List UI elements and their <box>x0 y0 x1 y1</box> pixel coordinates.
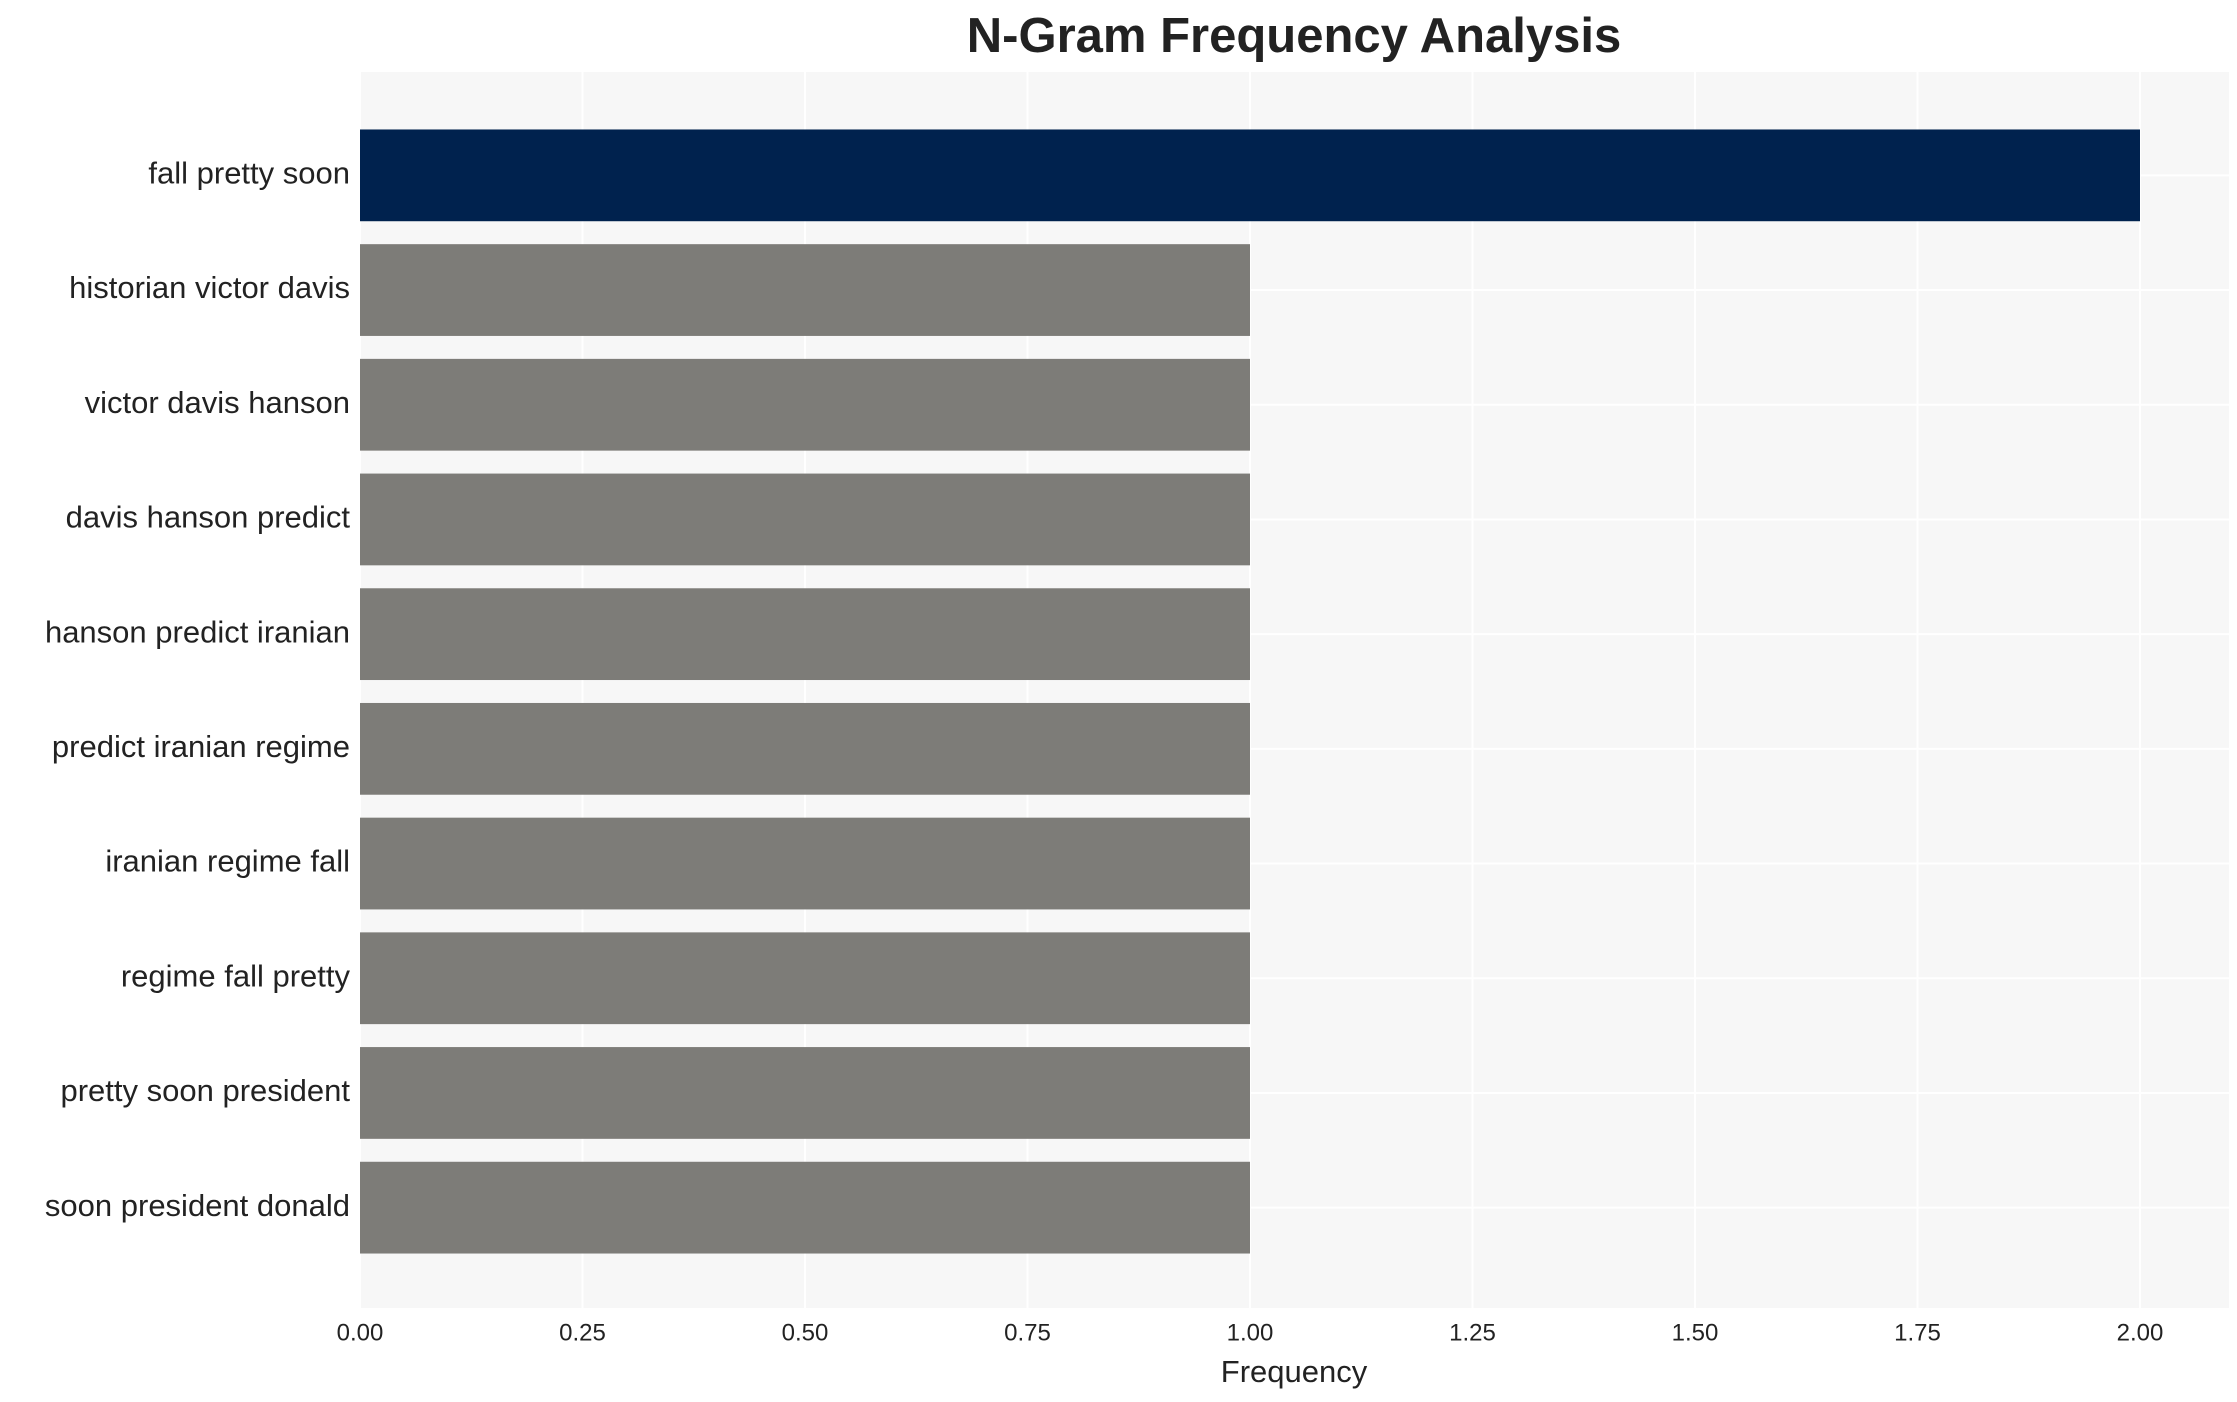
y-tick-label: predict iranian regime <box>52 729 350 764</box>
bar <box>360 932 1250 1025</box>
x-tick-label: 0.50 <box>782 1319 829 1346</box>
y-tick-label: historian victor davis <box>69 270 350 305</box>
x-tick-label: 0.25 <box>559 1319 606 1346</box>
x-tick-label: 0.00 <box>337 1319 384 1346</box>
bar <box>360 473 1250 566</box>
x-tick-label: 0.75 <box>1004 1319 1051 1346</box>
bar <box>360 244 1250 336</box>
bar <box>360 1047 1250 1139</box>
y-tick-label: soon president donald <box>45 1188 350 1223</box>
x-tick-label: 2.00 <box>2117 1319 2164 1346</box>
y-tick-label: davis hanson predict <box>66 500 351 535</box>
y-tick-label: regime fall pretty <box>121 958 351 993</box>
y-tick-label: victor davis hanson <box>85 385 350 420</box>
x-tick-label: 1.25 <box>1449 1319 1496 1346</box>
y-tick-label: fall pretty soon <box>148 156 350 191</box>
bar <box>360 702 1250 795</box>
bar <box>360 358 1250 451</box>
x-axis-label: Frequency <box>1221 1354 1368 1389</box>
y-tick-label: pretty soon president <box>60 1073 350 1108</box>
chart-title: N-Gram Frequency Analysis <box>967 9 1621 63</box>
bar <box>360 129 2140 222</box>
bar <box>360 1161 1250 1254</box>
x-tick-label: 1.50 <box>1672 1319 1719 1346</box>
bar <box>360 588 1250 681</box>
y-tick-label: hanson predict iranian <box>45 614 350 649</box>
bar <box>360 817 1250 910</box>
x-tick-label: 1.00 <box>1227 1319 1274 1346</box>
y-tick-label: iranian regime fall <box>105 844 350 879</box>
x-tick-label: 1.75 <box>1894 1319 1941 1346</box>
